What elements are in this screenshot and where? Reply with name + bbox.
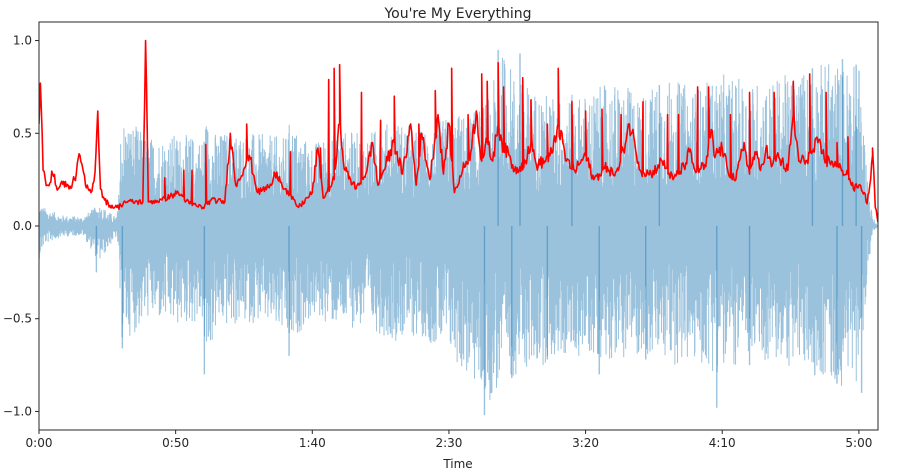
x-axis: 0:00 0:50 1:40 2:30 3:20 4:10 5:00 [26,430,872,450]
y-tick-label: 0.5 [13,126,32,140]
y-tick-label: −1.0 [3,404,32,418]
y-tick-label: 0.0 [13,219,32,233]
x-tick-label: 1:40 [299,436,326,450]
x-tick-label: 2:30 [435,436,462,450]
y-tick-label: 1.0 [13,34,32,48]
chart-title: You're My Everything [383,6,531,22]
x-tick-label: 0:00 [26,436,53,450]
rms-line [39,39,878,223]
x-tick-label: 3:20 [572,436,599,450]
rms-series [39,39,878,223]
y-axis: 1.0 0.5 0.0 −0.5 −1.0 [3,34,39,418]
x-axis-label: Time [442,457,472,471]
y-tick-label: −0.5 [3,312,32,326]
waveform-body [39,57,878,401]
waveform-series [39,49,878,416]
x-tick-label: 5:00 [845,436,872,450]
x-tick-label: 4:10 [709,436,736,450]
x-tick-label: 0:50 [162,436,189,450]
